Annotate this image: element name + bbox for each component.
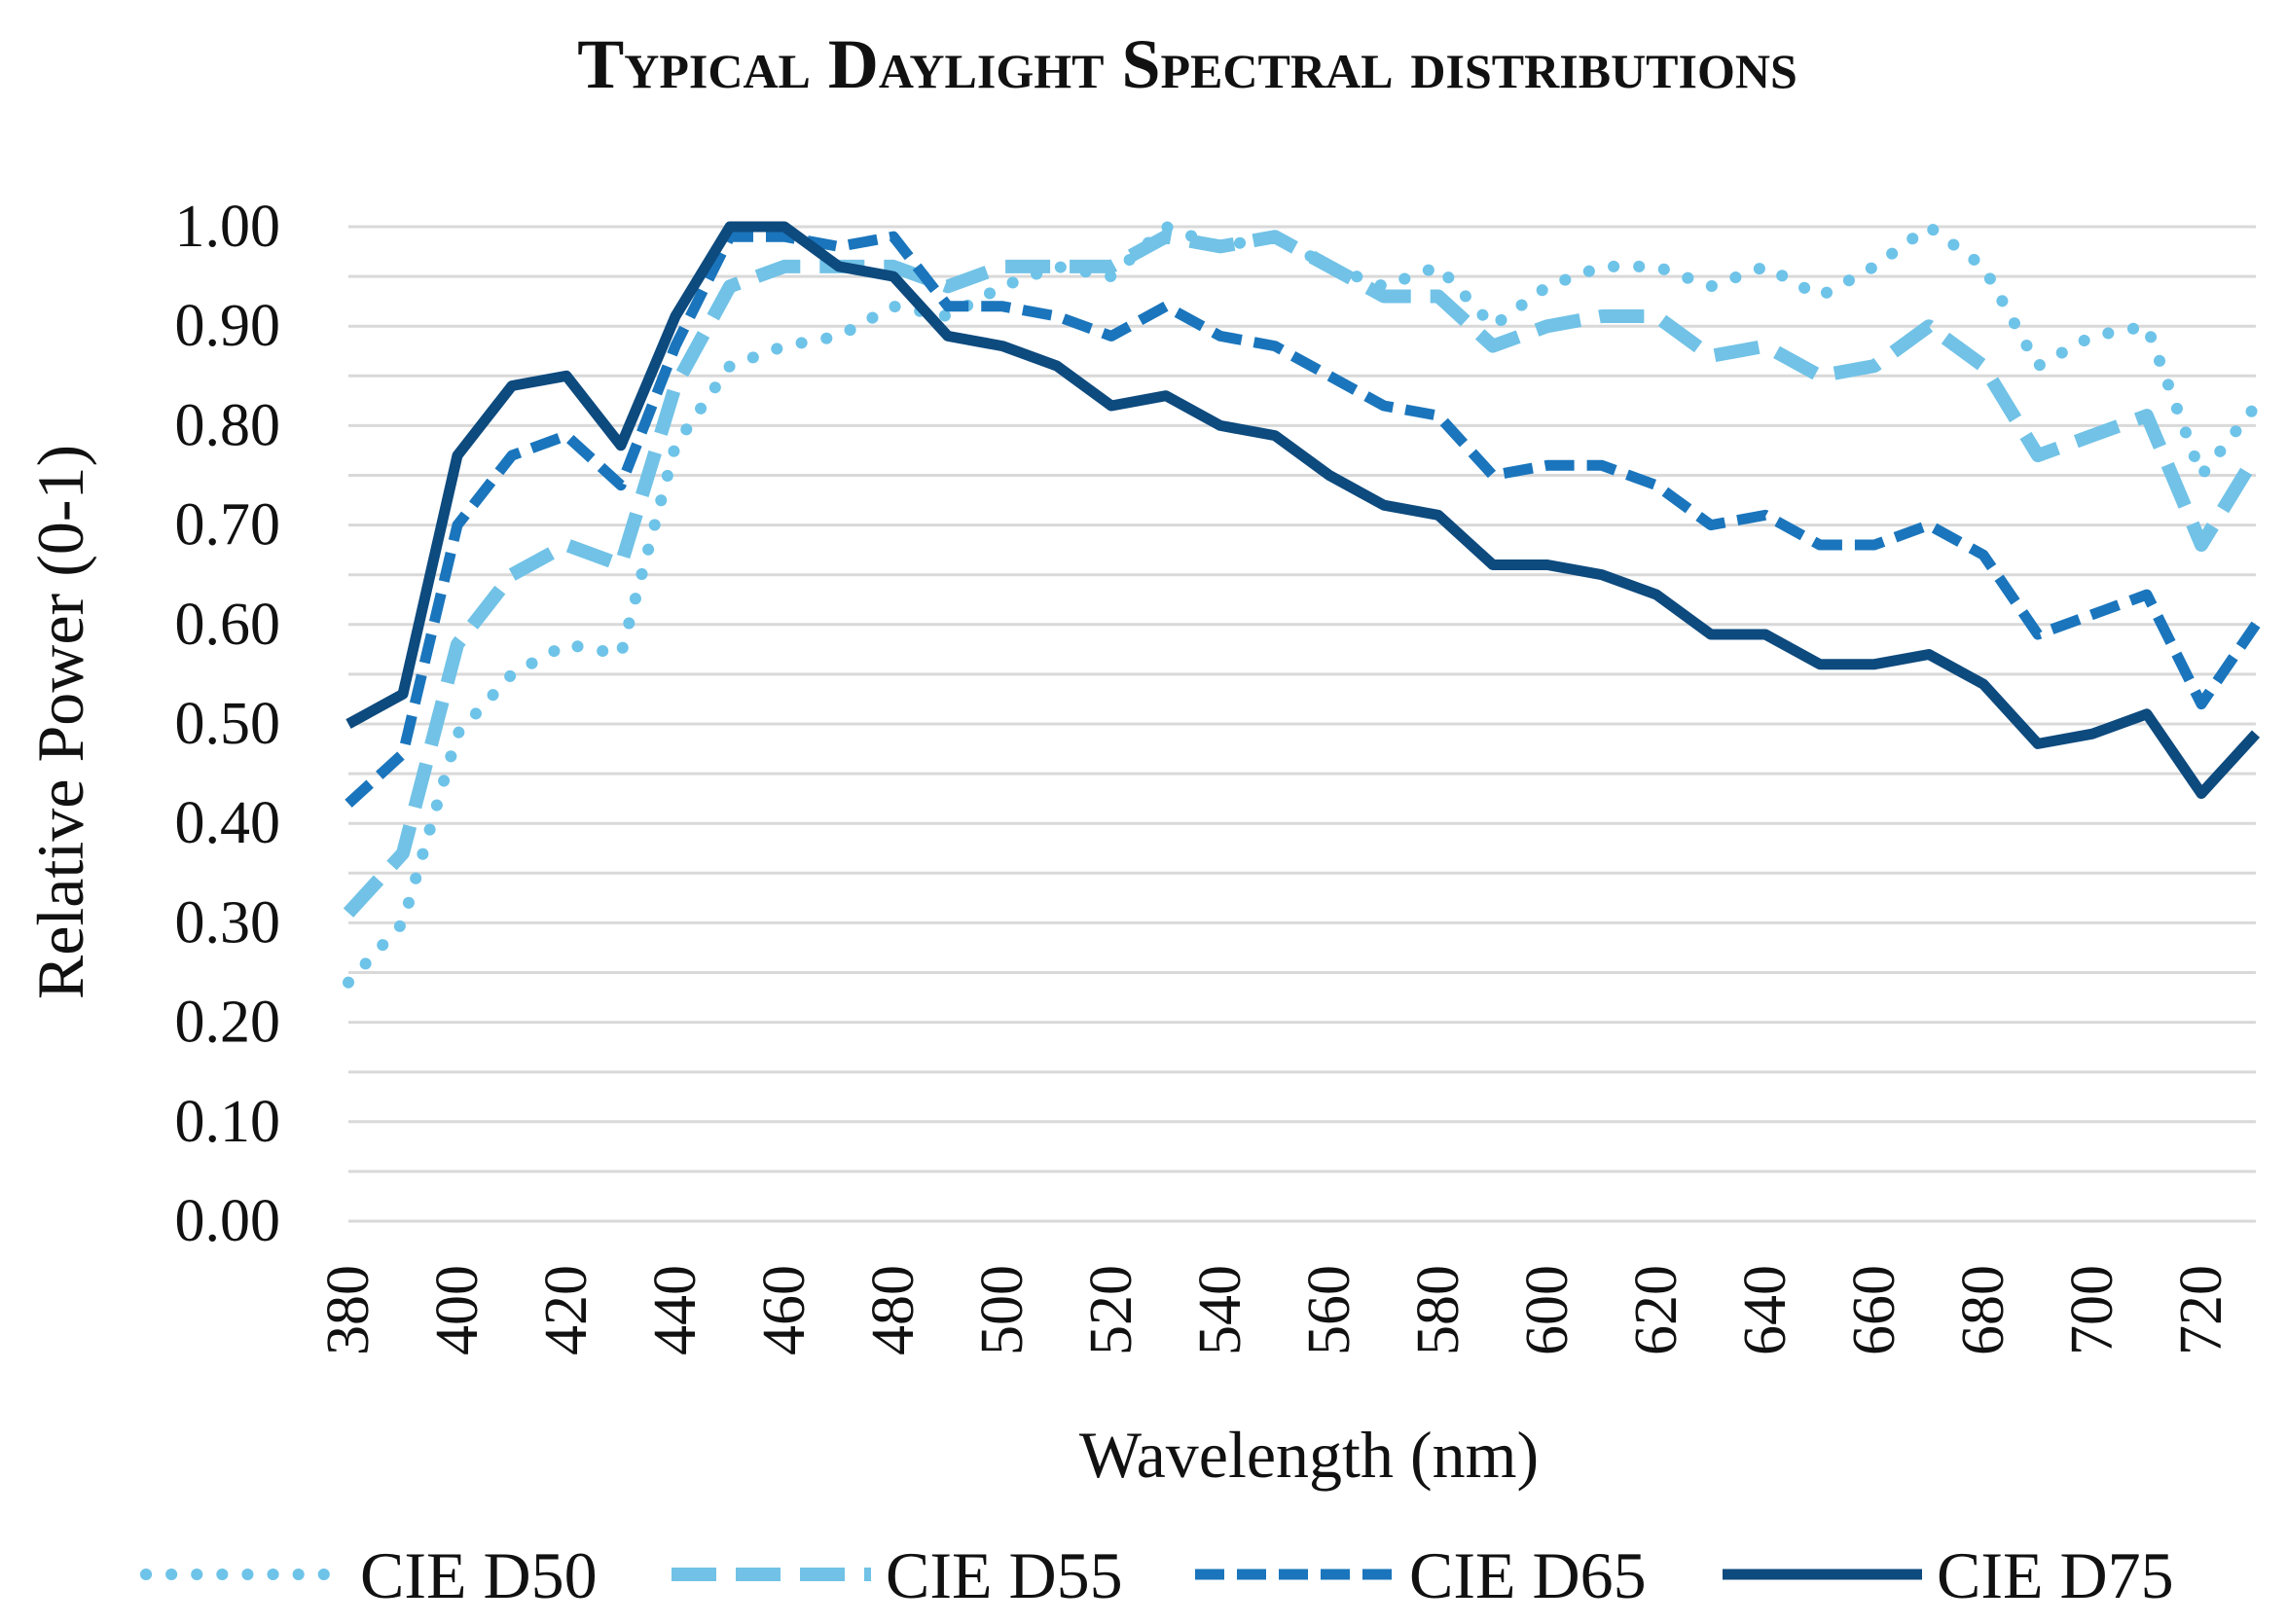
series-line-cie-d75 [345,221,2261,799]
x-tick-label: 520 [1078,1265,1144,1355]
legend-label-cie-d65: CIE D65 [1409,1538,1647,1612]
y-tick-label: 0.60 [175,592,281,658]
y-tick-label: 0.80 [175,392,281,458]
series-line-cie-d65 [345,231,2261,808]
y-tick-label: 0.90 [175,293,281,359]
x-tick-label: 660 [1841,1265,1907,1355]
x-tick-label: 420 [533,1265,599,1355]
x-tick-label: 400 [424,1265,490,1355]
legend-label-cie-d55: CIE D55 [886,1538,1123,1612]
y-tick-label: 0.10 [175,1089,281,1155]
x-tick-label: 600 [1514,1265,1580,1355]
y-tick-label: 0.00 [175,1188,281,1254]
x-tick-label: 440 [642,1265,708,1355]
x-axis-title: Wavelength (nm) [1079,1418,1539,1492]
x-tick-label: 540 [1187,1265,1253,1355]
y-axis-title: Relative Power (0-1) [23,445,97,999]
series-lines [343,221,2262,989]
series-line-cie-d50 [343,221,2262,989]
x-tick-label: 700 [2059,1265,2125,1355]
x-tick-label: 560 [1296,1265,1362,1355]
y-axis-ticks: 0.00 0.10 0.20 0.30 0.40 0.50 0.60 0.70 0.80 0.90… [175,194,281,1254]
x-tick-label: 480 [860,1265,926,1355]
x-tick-label: 500 [969,1265,1035,1355]
x-tick-label: 640 [1732,1265,1798,1355]
x-axis-ticks: 380 400 420 440 460 480 500 520 540 560 580 600 620 6… [315,1265,2234,1355]
x-tick-label: 380 [315,1265,381,1355]
y-tick-label: 0.20 [175,990,281,1056]
gridlines [348,225,2256,1223]
y-tick-label: 1.00 [175,194,281,260]
legend-label-cie-d50: CIE D50 [360,1538,598,1612]
y-tick-label: 0.50 [175,691,281,757]
x-tick-label: 720 [2168,1265,2234,1355]
x-tick-label: 460 [751,1265,817,1355]
legend-label-cie-d75: CIE D75 [1937,1538,2174,1612]
y-tick-label: 0.40 [175,790,281,856]
x-tick-label: 680 [1950,1265,2016,1355]
series-line-cie-d55 [343,230,2262,918]
chart-title: Typical Daylight Spectral distributions [577,25,1797,103]
y-tick-label: 0.70 [175,492,281,559]
y-tick-label: 0.30 [175,889,281,956]
x-tick-label: 620 [1623,1265,1689,1355]
legend: CIE D50 CIE D55 CIE D65 CIE D75 [140,1538,2174,1612]
x-tick-label: 580 [1405,1265,1471,1355]
